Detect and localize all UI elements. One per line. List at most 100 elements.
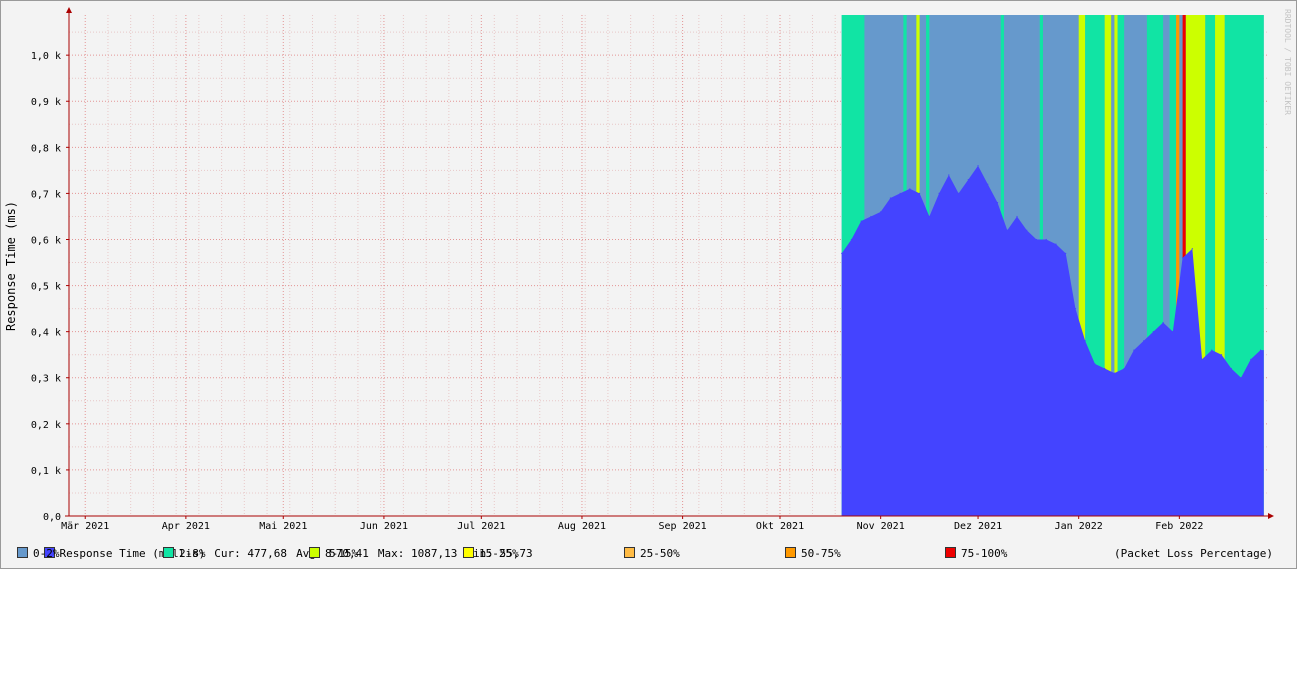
loss-band [1205, 15, 1216, 516]
y-tick-label: 0,3 k [31, 374, 61, 385]
data-point [1152, 331, 1154, 333]
data-point [850, 238, 853, 241]
y-tick-label: 0,0 [43, 512, 61, 523]
data-point [841, 252, 843, 254]
legend-swatch [17, 547, 28, 558]
y-tick-label: 0,6 k [31, 235, 61, 246]
data-point [1220, 354, 1223, 356]
data-point [957, 192, 960, 195]
response-time-chart: 0,0 0,1 k 0,2 k 0,3 k 0,4 k 0,5 k 0,6 k 0,7 k 0,… [4, 7, 1292, 532]
x-tick-label: Mär 2021 [61, 521, 109, 532]
data-point [1259, 349, 1262, 351]
data-point [1055, 243, 1057, 245]
legend-swatch [945, 547, 956, 558]
data-point [967, 178, 969, 181]
x-tick-labels: Mär 2021 Apr 2021 Mai 2021 Jun 2021 Jul 2021… [61, 521, 1203, 532]
response-swatch [43, 547, 55, 558]
data-point [1113, 372, 1116, 374]
legend-label: 2-8% [179, 547, 206, 560]
y-tick-label: 0,5 k [31, 282, 61, 293]
legend-swatch [624, 547, 635, 558]
loss-band [1176, 15, 1180, 516]
legend-item: 15-25% [463, 547, 519, 561]
data-point [899, 192, 901, 195]
data-point [1016, 215, 1018, 218]
data-point [1104, 367, 1106, 370]
y-tick-label: 0,9 k [31, 97, 61, 108]
data-point [1123, 367, 1125, 370]
data-point [1172, 331, 1174, 333]
y-tick-label: 0,1 k [31, 466, 61, 477]
legend-item: 8-15% [309, 547, 358, 561]
x-tick-label: Jun 2021 [360, 521, 408, 532]
legend-swatch [309, 547, 320, 558]
y-axis-label: Response Time (ms) [4, 201, 18, 331]
x-tick-label: Nov 2021 [857, 521, 905, 532]
x-tick-label: Okt 2021 [756, 521, 804, 532]
x-tick-label: Jan 2022 [1055, 521, 1103, 532]
data-point [1162, 321, 1164, 324]
response-series [841, 165, 1264, 516]
data-point [880, 211, 882, 213]
data-point [1250, 358, 1252, 360]
data-point [1094, 363, 1096, 365]
x-tick-label: Jul 2021 [457, 521, 505, 532]
data-point [1230, 367, 1232, 370]
data-point [1143, 340, 1145, 342]
loss-band [1215, 15, 1225, 516]
legend-label: 15-25% [479, 547, 519, 560]
legend-item: 0-2% [17, 547, 60, 561]
legend-label: 75-100% [961, 547, 1008, 560]
data-point [1181, 257, 1184, 259]
legend-item: 25-50% [624, 547, 680, 561]
data-point [1084, 340, 1086, 342]
loss-band [1104, 15, 1112, 516]
stats-line: Response Time (millis) Cur: 477,68 Avg: 57… [17, 533, 1282, 560]
data-point [1035, 238, 1038, 241]
data-point [870, 215, 872, 218]
x-axis-arrow [1268, 513, 1274, 519]
data-point [1191, 248, 1193, 250]
x-tick-label: Sep 2021 [659, 521, 707, 532]
response-area [841, 165, 1264, 516]
data-point [1065, 252, 1067, 254]
graph-frame: 0,0 0,1 k 0,2 k 0,3 k 0,4 k 0,5 k 0,6 k 0,7 k 0,… [0, 0, 1297, 569]
axes [65, 7, 1274, 519]
data-point [1201, 358, 1203, 360]
data-point [889, 197, 891, 199]
data-point [996, 202, 999, 204]
legend-swatch [785, 547, 796, 558]
x-tick-label: Feb 2022 [1155, 521, 1203, 532]
legend-label: 0-2% [33, 547, 60, 560]
data-point [860, 220, 862, 222]
data-point [977, 165, 979, 167]
legend-label: 25-50% [640, 547, 680, 560]
x-tick-label: Aug 2021 [558, 521, 606, 532]
y-tick-label: 0,8 k [31, 143, 61, 154]
stat-max: Max: 1087,13 [377, 547, 458, 560]
legend-label: 8-15% [325, 547, 359, 560]
y-axis-arrow [66, 7, 72, 13]
data-point [1074, 308, 1077, 310]
legend-item: 75-100% [945, 547, 1007, 561]
y-tick-label: 1,0 k [31, 51, 61, 62]
x-tick-label: Mai 2021 [259, 521, 307, 532]
loss-band [1114, 15, 1118, 516]
data-point [1026, 229, 1028, 231]
data-point [928, 215, 930, 218]
x-tick-label: Apr 2021 [162, 521, 210, 532]
y-tick-labels: 0,0 0,1 k 0,2 k 0,3 k 0,4 k 0,5 k 0,6 k 0,7 k 0,… [31, 51, 61, 523]
legend-swatch [463, 547, 474, 558]
legend-item: 50-75% [785, 547, 841, 561]
y-tick-label: 0,4 k [31, 328, 61, 339]
y-tick-label: 0,7 k [31, 189, 61, 200]
data-point [1006, 229, 1008, 231]
data-point [938, 192, 940, 195]
legend-item: 2-8% [163, 547, 206, 561]
data-point [1133, 349, 1135, 351]
legend-swatch [163, 547, 174, 558]
y-tick-label: 0,2 k [31, 420, 61, 431]
data-point [948, 174, 950, 176]
packet-loss-legend: 0-2% 2-8% 8-15% 15-25% 25-50% 50-75% 75-… [17, 547, 1282, 561]
legend-note: (Packet Loss Percentage) [1114, 547, 1273, 560]
